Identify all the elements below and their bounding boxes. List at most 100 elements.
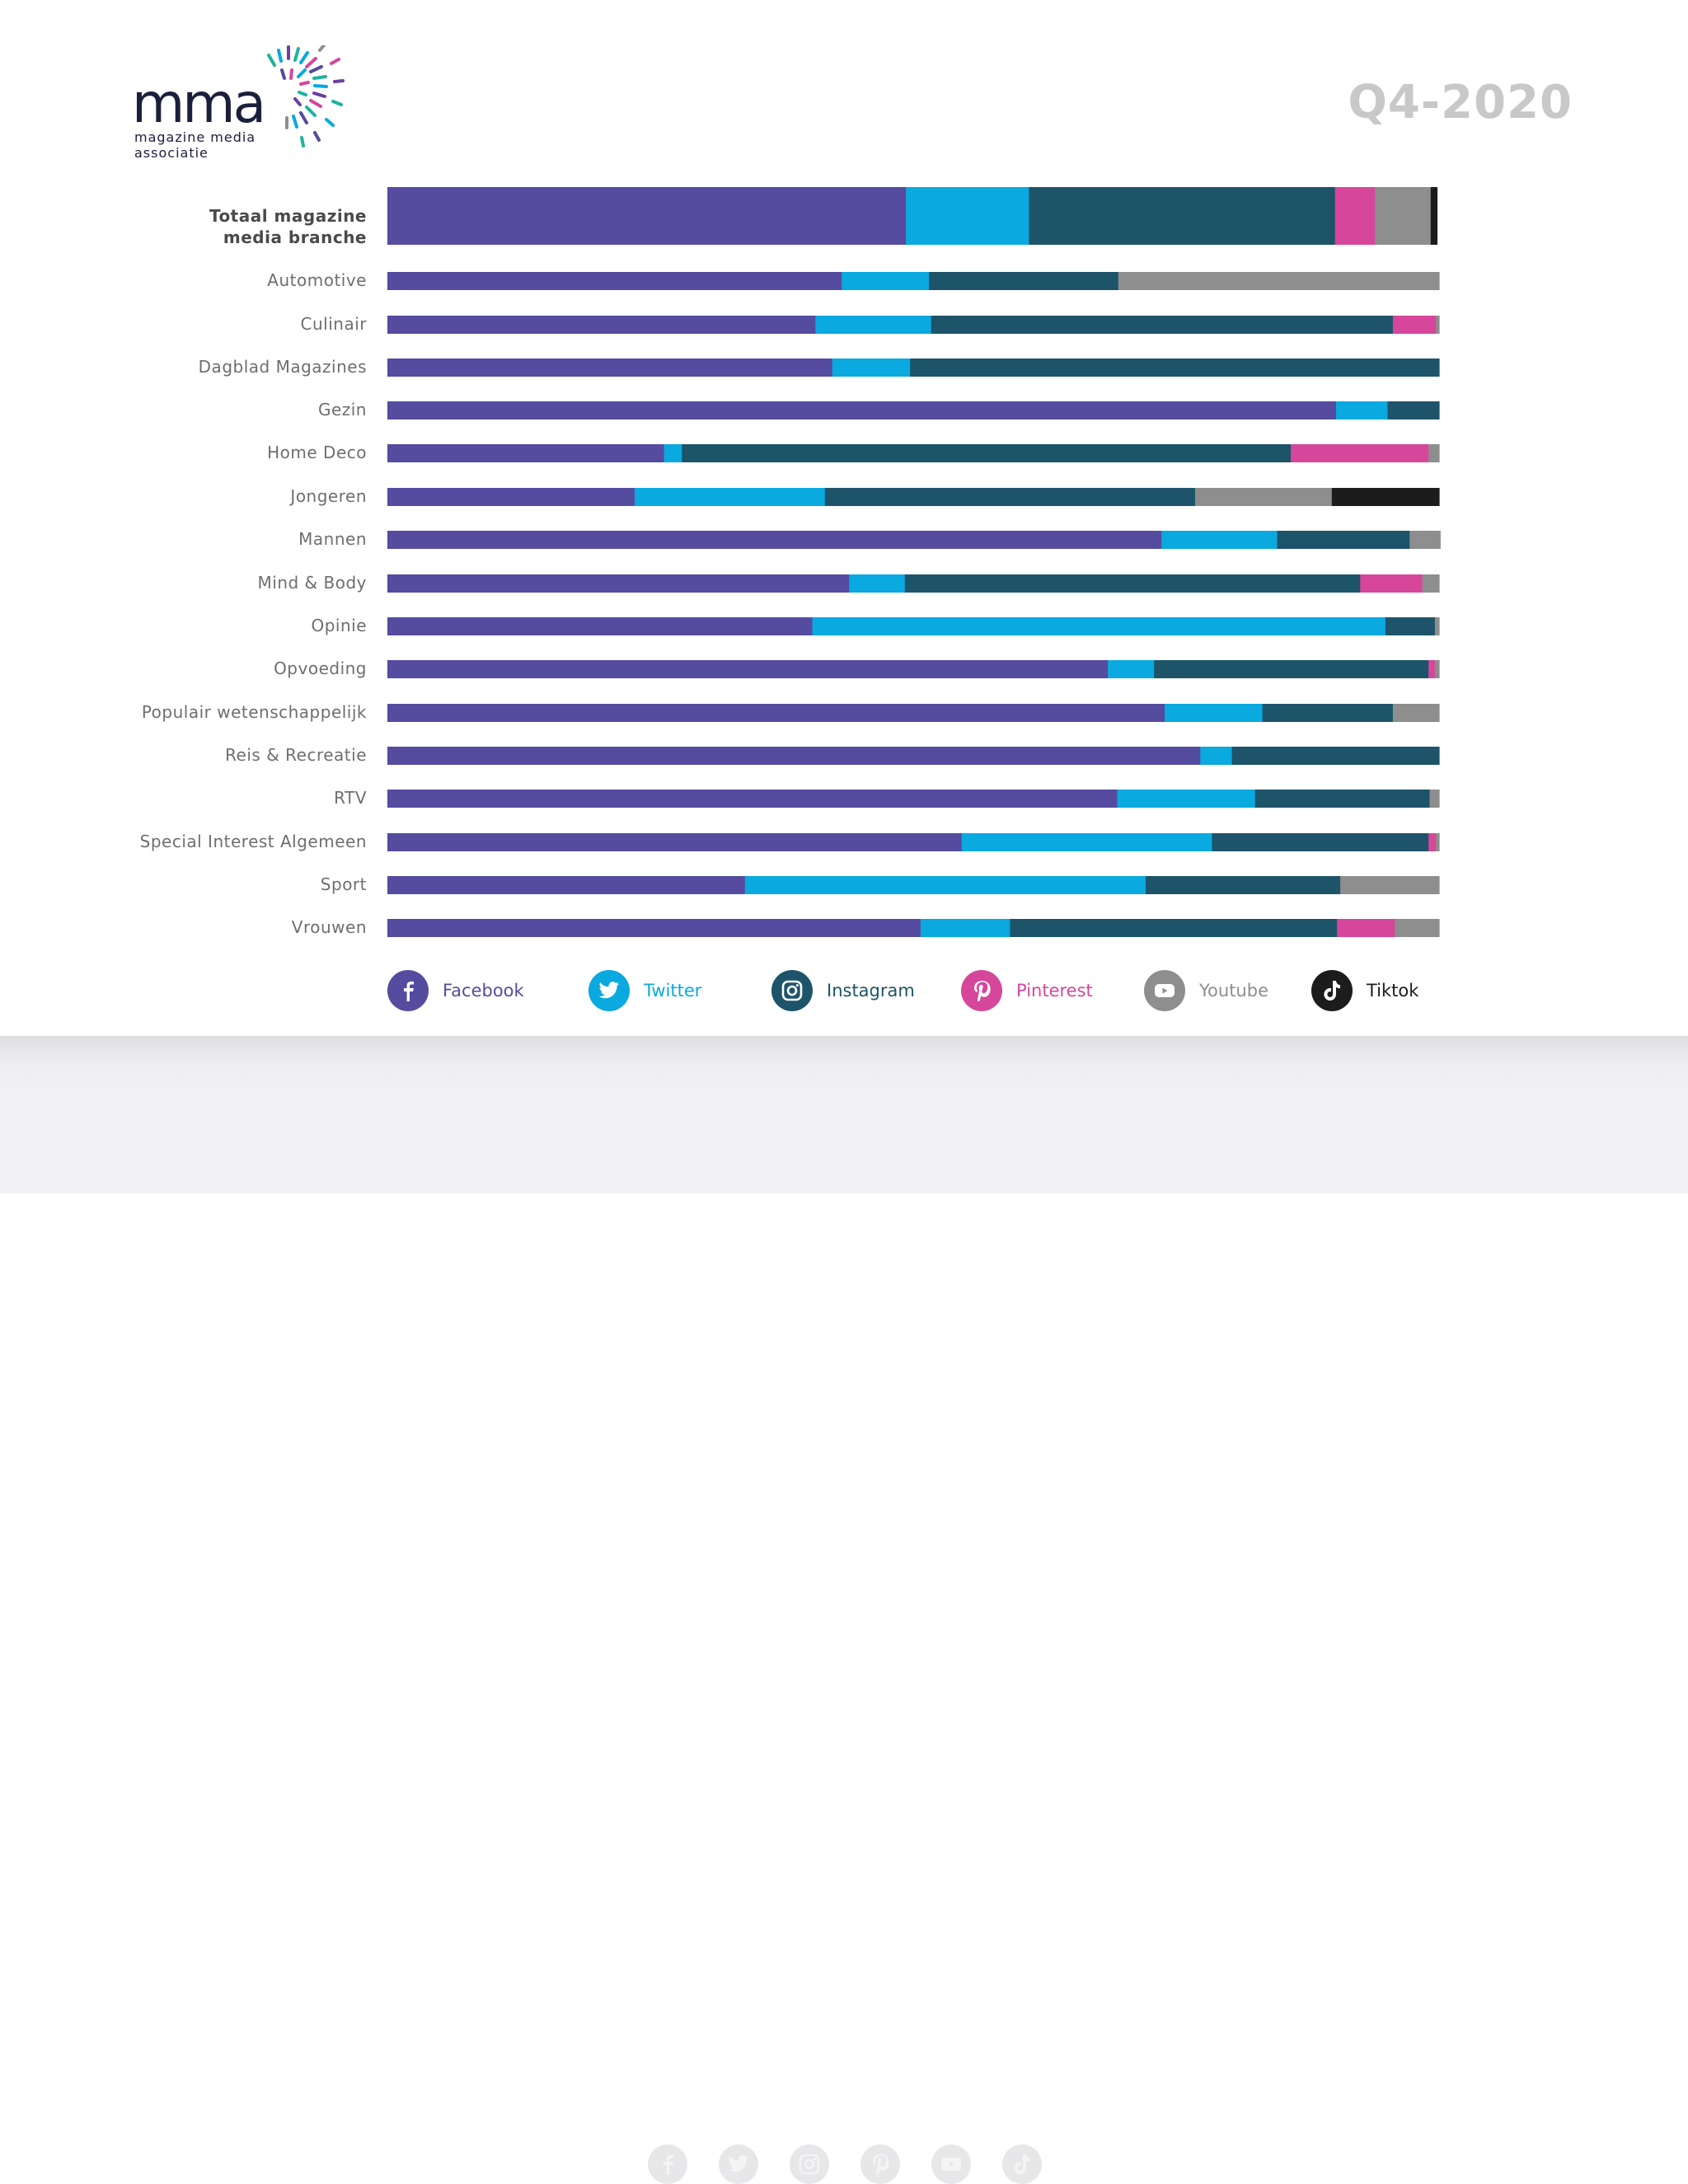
bar-segment-youtube	[1436, 316, 1440, 334]
bar-segment-instagram	[1277, 531, 1410, 549]
logo-tagline: magazine media associatie	[134, 129, 274, 161]
bar-segment-twitter	[849, 574, 906, 593]
bar-segment-youtube	[1395, 919, 1440, 937]
legend-label: Facebook	[443, 981, 524, 1001]
bar-segment-twitter	[842, 272, 930, 290]
instagram-icon[interactable]	[790, 2144, 829, 2184]
footer-social-icons	[648, 2144, 1042, 2184]
bar-segment-facebook	[387, 617, 814, 635]
bar-segment-facebook	[387, 187, 907, 245]
bar-segment-youtube	[1118, 272, 1440, 290]
bar-segment-pinterest	[1428, 660, 1436, 678]
category-label: Mannen	[298, 529, 367, 549]
tiktok-icon[interactable]	[1002, 2144, 1042, 2184]
bar-segment-instagram	[1212, 833, 1429, 851]
bar-segment-twitter	[1117, 790, 1256, 808]
bar-segment-pinterest	[1334, 187, 1376, 245]
legend-item-pinterest[interactable]: Pinterest	[961, 969, 1093, 1012]
bar-segment-facebook	[387, 574, 850, 593]
bar-segment-facebook	[387, 790, 1118, 808]
bar-segment-instagram	[910, 359, 1440, 377]
bar-segment-pinterest	[1360, 574, 1423, 593]
bar-segment-youtube	[1392, 704, 1440, 722]
category-label: Culinair	[300, 314, 367, 334]
bar-segment-twitter	[1165, 704, 1264, 722]
category-label: Sport	[320, 874, 367, 894]
bar-segment-facebook	[387, 316, 816, 334]
bar-segment-facebook	[387, 833, 963, 851]
legend-item-twitter[interactable]: Twitter	[588, 969, 701, 1012]
bar-segment-youtube	[1340, 876, 1440, 894]
bar-segment-facebook	[387, 747, 1201, 765]
bar-segment-instagram	[824, 488, 1196, 506]
bar-segment-twitter	[961, 833, 1212, 851]
bar-segment-youtube	[1429, 790, 1440, 808]
category-label: Mind & Body	[257, 573, 367, 593]
tiktok-icon	[1311, 970, 1353, 1011]
bar-segment-instagram	[931, 316, 1394, 334]
bar-segment-twitter	[920, 919, 1010, 937]
legend-item-tiktok[interactable]: Tiktok	[1311, 969, 1418, 1012]
bar-segment-youtube	[1434, 617, 1440, 635]
bar-segment-instagram	[1231, 747, 1440, 765]
category-label: Opvoeding	[274, 658, 367, 678]
legend-item-instagram[interactable]: Instagram	[771, 969, 915, 1012]
bar-segment-pinterest	[1291, 444, 1429, 462]
bar-segment-twitter	[663, 444, 682, 462]
category-label: Jongeren	[290, 486, 367, 506]
youtube-icon	[1144, 970, 1185, 1011]
instagram-icon	[771, 970, 813, 1011]
footer-band	[0, 1036, 1688, 2184]
bar-segment-facebook	[387, 401, 1337, 419]
logo-wordmark: mma	[132, 72, 266, 135]
bar-segment-instagram	[682, 444, 1292, 462]
bar-segment-instagram	[1010, 919, 1338, 937]
bar-segment-facebook	[387, 272, 842, 290]
logo-tagline-line1: magazine media	[134, 129, 256, 145]
bar-segment-twitter	[634, 488, 826, 506]
bar-segment-instagram	[1387, 401, 1440, 419]
logo-burst-graphic	[267, 45, 345, 148]
youtube-icon[interactable]	[931, 2144, 971, 2184]
legend-label: Pinterest	[1016, 981, 1093, 1001]
bar-segment-instagram	[929, 272, 1119, 290]
bar-segment-instagram	[904, 574, 1361, 593]
bar-segment-youtube	[1434, 660, 1440, 678]
bar-segment-facebook	[387, 488, 635, 506]
period-label: Q4-2020	[1348, 76, 1573, 129]
bar-segment-facebook	[387, 359, 833, 377]
stacked-bar-chart: Totaal magazine media branche Automotive C…	[0, 0, 1688, 972]
category-label: Special Interest Algemeen	[139, 832, 367, 851]
bar-segment-instagram	[1254, 790, 1431, 808]
category-label: Dagblad Magazines	[198, 357, 367, 377]
bar-segment-twitter	[744, 876, 1146, 894]
bar-segment-facebook	[387, 919, 921, 937]
bar-segment-twitter	[1161, 531, 1278, 549]
bar-segment-instagram	[1385, 617, 1436, 635]
pinterest-icon[interactable]	[860, 2144, 900, 2184]
bars-area	[387, 187, 1441, 937]
twitter-icon	[588, 970, 630, 1011]
pinterest-icon	[961, 970, 1002, 1011]
bar-segment-facebook	[387, 704, 1165, 722]
legend-item-facebook[interactable]: Facebook	[387, 969, 524, 1012]
bar-segment-tiktok	[1331, 488, 1440, 506]
bar-segment-twitter	[812, 617, 1386, 635]
mma-logo[interactable]: mma magazine media associatie	[132, 45, 345, 169]
bar-segment-instagram	[1262, 704, 1394, 722]
facebook-icon	[387, 970, 429, 1011]
legend-label: Instagram	[827, 981, 915, 1001]
bar-segment-instagram	[1146, 876, 1341, 894]
twitter-icon[interactable]	[719, 2144, 758, 2184]
bar-segment-youtube	[1409, 531, 1441, 549]
category-label: Populair wetenschappelijk	[141, 702, 367, 722]
bar-segment-instagram	[1154, 660, 1429, 678]
bar-segment-twitter	[1200, 747, 1233, 765]
legend-item-youtube[interactable]: Youtube	[1144, 969, 1268, 1012]
bar-segment-pinterest	[1392, 316, 1437, 334]
bar-segment-facebook	[387, 444, 665, 462]
legend-label: Tiktok	[1367, 981, 1419, 1001]
category-label: Gezin	[317, 400, 367, 419]
facebook-icon[interactable]	[648, 2144, 687, 2184]
bar-segment-facebook	[387, 876, 746, 894]
